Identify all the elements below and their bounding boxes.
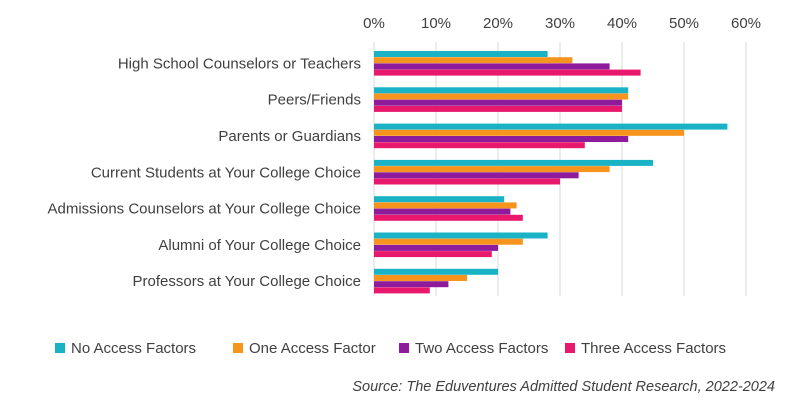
legend-swatch bbox=[399, 343, 409, 353]
category-label: Alumni of Your College Choice bbox=[158, 237, 361, 254]
category-label: High School Counselors or Teachers bbox=[118, 55, 361, 72]
bar bbox=[374, 214, 523, 221]
bar bbox=[374, 244, 498, 251]
bar bbox=[374, 159, 653, 166]
source-note: Source: The Eduventures Admitted Student… bbox=[352, 379, 775, 395]
x-tick-label: 40% bbox=[607, 15, 637, 32]
legend-swatch bbox=[565, 343, 575, 353]
bar bbox=[374, 93, 629, 100]
bar bbox=[374, 69, 641, 76]
bar bbox=[374, 87, 629, 94]
legend-label: One Access Factor bbox=[249, 340, 376, 357]
bar bbox=[374, 287, 430, 294]
x-axis-ticks: 0% 10% 20% 30% 40% 50% 60% bbox=[363, 15, 761, 32]
bar bbox=[374, 51, 548, 57]
bar bbox=[374, 136, 629, 142]
x-tick-label: 30% bbox=[545, 15, 575, 32]
legend-label: No Access Factors bbox=[71, 340, 196, 357]
x-tick-label: 60% bbox=[731, 15, 761, 32]
bar bbox=[374, 123, 728, 130]
x-tick-label: 50% bbox=[669, 15, 699, 32]
bar bbox=[374, 129, 684, 136]
bar bbox=[374, 63, 610, 70]
bar bbox=[374, 268, 498, 275]
bar bbox=[374, 238, 523, 245]
x-tick-label: 0% bbox=[363, 15, 385, 32]
bar bbox=[374, 142, 585, 149]
bar bbox=[374, 178, 560, 185]
bar bbox=[374, 232, 548, 239]
category-labels: High School Counselors or Teachers Peers/… bbox=[47, 55, 361, 290]
bar bbox=[374, 105, 622, 112]
legend-swatch bbox=[55, 343, 65, 353]
legend: No Access Factors One Access Factor Two Ac… bbox=[55, 340, 726, 357]
category-label: Parents or Guardians bbox=[218, 128, 361, 145]
legend-label: Three Access Factors bbox=[581, 340, 726, 357]
legend-label: Two Access Factors bbox=[415, 340, 548, 357]
category-label: Current Students at Your College Choice bbox=[91, 164, 361, 181]
bars bbox=[374, 51, 728, 294]
bar bbox=[374, 251, 492, 258]
category-label: Admissions Counselors at Your College Ch… bbox=[47, 201, 361, 218]
x-tick-label: 10% bbox=[421, 15, 451, 32]
bar bbox=[374, 196, 505, 203]
bar bbox=[374, 57, 573, 64]
bar bbox=[374, 281, 449, 288]
category-label: Professors at Your College Choice bbox=[133, 273, 361, 290]
bar bbox=[374, 208, 511, 215]
bar bbox=[374, 99, 622, 106]
bar bbox=[374, 275, 467, 281]
bar bbox=[374, 166, 610, 173]
x-tick-label: 20% bbox=[483, 15, 513, 32]
legend-swatch bbox=[233, 343, 243, 353]
bar bbox=[374, 172, 579, 179]
category-label: Peers/Friends bbox=[268, 92, 361, 109]
bar bbox=[374, 202, 517, 209]
